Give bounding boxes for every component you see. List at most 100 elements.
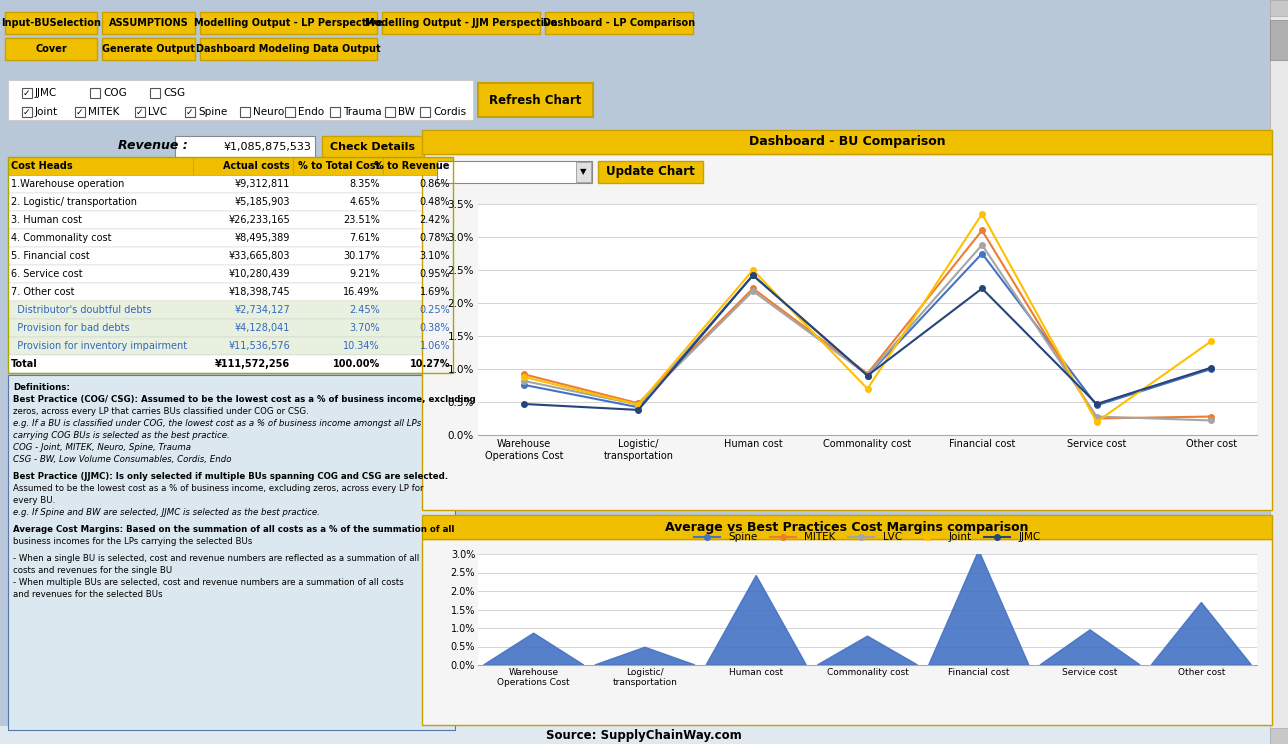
Joint: [746, 266, 761, 275]
Text: ✓: ✓: [23, 108, 31, 117]
Text: Definitions:: Definitions:: [13, 383, 70, 392]
Line: MITEK: MITEK: [522, 228, 1215, 421]
Bar: [8, 211, 453, 229]
MITEK: [974, 226, 989, 235]
Text: 2.42%: 2.42%: [420, 215, 450, 225]
Bar: [8, 355, 453, 373]
Text: 1.69%: 1.69%: [420, 287, 450, 297]
Text: Joint: Joint: [35, 107, 58, 117]
MITEK: [516, 370, 532, 379]
Bar: [8, 375, 455, 730]
JJMC: [974, 284, 989, 293]
Text: COG - Joint, MITEK, Neuro, Spine, Trauma: COG - Joint, MITEK, Neuro, Spine, Trauma: [13, 443, 191, 452]
Bar: [5, 12, 97, 34]
JJMC: [1088, 400, 1104, 408]
Spine: [746, 271, 761, 280]
Bar: [576, 162, 591, 182]
Bar: [422, 154, 1273, 510]
Text: 4.65%: 4.65%: [349, 197, 380, 207]
Text: e.g. If a BU is classified under COG, the lowest cost as a % of business income : e.g. If a BU is classified under COG, th…: [13, 419, 421, 428]
Bar: [8, 193, 453, 211]
Bar: [437, 161, 592, 183]
JJMC: [746, 271, 761, 280]
Joint: [631, 400, 647, 409]
Text: ¥26,233,165: ¥26,233,165: [228, 215, 290, 225]
Text: Update Chart: Update Chart: [607, 165, 694, 179]
Bar: [5, 38, 97, 60]
Text: zeros, across every LP that carries BUs classified under COG or CSG.: zeros, across every LP that carries BUs …: [13, 407, 309, 416]
Text: ¥2,734,127: ¥2,734,127: [234, 305, 290, 315]
Bar: [420, 107, 430, 117]
Text: ¥18,398,745: ¥18,398,745: [228, 287, 290, 297]
Text: BW: BW: [398, 107, 415, 117]
Text: 7. Other cost: 7. Other cost: [12, 287, 75, 297]
LVC: [746, 286, 761, 295]
Text: 4. Commonality cost: 4. Commonality cost: [12, 233, 112, 243]
Bar: [8, 283, 453, 301]
Text: CSG: CSG: [164, 88, 185, 98]
Text: Distributor's doubtful debts: Distributor's doubtful debts: [12, 305, 152, 315]
MITEK: [1088, 414, 1104, 423]
Text: 3. Human cost: 3. Human cost: [12, 215, 82, 225]
Text: Source: SupplyChainWay.com: Source: SupplyChainWay.com: [546, 728, 742, 742]
Bar: [422, 515, 1273, 539]
Bar: [1270, 0, 1288, 16]
MITEK: [746, 284, 761, 293]
Text: ▼: ▼: [580, 167, 586, 176]
Text: 3.70%: 3.70%: [349, 323, 380, 333]
Bar: [385, 107, 395, 117]
Text: Dashboard Modeling Data Output: Dashboard Modeling Data Output: [196, 44, 381, 54]
Text: 8.35%: 8.35%: [349, 179, 380, 189]
Bar: [185, 107, 194, 117]
Text: carrying COG BUs is selected as the best practice.: carrying COG BUs is selected as the best…: [13, 431, 229, 440]
Text: Check Details: Check Details: [331, 142, 416, 152]
Text: ¥33,665,803: ¥33,665,803: [228, 251, 290, 261]
Bar: [200, 38, 377, 60]
Bar: [8, 319, 453, 337]
Text: ✓: ✓: [185, 108, 193, 117]
Text: ¥11,536,576: ¥11,536,576: [228, 341, 290, 351]
Text: 0.25%: 0.25%: [420, 305, 450, 315]
Bar: [22, 88, 32, 98]
Spine: [974, 249, 989, 258]
Polygon shape: [1151, 603, 1252, 665]
Text: Dashboard - LP Comparison: Dashboard - LP Comparison: [544, 18, 696, 28]
Text: Generate Output: Generate Output: [102, 44, 194, 54]
LVC: [1203, 416, 1218, 425]
Text: Spine: Spine: [198, 107, 227, 117]
Bar: [478, 83, 592, 117]
Spine: [1088, 401, 1104, 410]
Text: Average Cost Margins: Based on the summation of all costs as a % of the summatio: Average Cost Margins: Based on the summa…: [13, 525, 455, 534]
Line: Spine: Spine: [522, 251, 1215, 410]
Text: Trauma: Trauma: [343, 107, 381, 117]
Bar: [8, 175, 453, 193]
Text: Best Practice (COG/ CSG): Assumed to be the lowest cost as a % of business incom: Best Practice (COG/ CSG): Assumed to be …: [13, 395, 475, 404]
Text: and revenues for the selected BUs: and revenues for the selected BUs: [13, 590, 162, 599]
Bar: [240, 107, 250, 117]
Text: 3.10%: 3.10%: [420, 251, 450, 261]
Bar: [8, 157, 453, 175]
Text: Modelling Output - LP Perspective: Modelling Output - LP Perspective: [194, 18, 383, 28]
Text: 16.49%: 16.49%: [344, 287, 380, 297]
Text: ¥111,572,256: ¥111,572,256: [215, 359, 290, 369]
Text: Input-BUSelection: Input-BUSelection: [1, 18, 100, 28]
Joint: [516, 373, 532, 382]
Text: Dashboard - BU Comparison: Dashboard - BU Comparison: [748, 135, 945, 149]
Bar: [1270, 728, 1288, 744]
Text: % to Revenue: % to Revenue: [375, 161, 450, 171]
Text: ¥9,312,811: ¥9,312,811: [234, 179, 290, 189]
Text: ¥8,495,389: ¥8,495,389: [234, 233, 290, 243]
Joint: [1203, 337, 1218, 346]
LVC: [974, 240, 989, 249]
Bar: [175, 136, 316, 158]
Bar: [75, 107, 85, 117]
Text: Cordis: Cordis: [433, 107, 466, 117]
Bar: [8, 80, 473, 120]
Line: JJMC: JJMC: [522, 272, 1215, 413]
Text: Endo: Endo: [298, 107, 325, 117]
Text: 0.95%: 0.95%: [420, 269, 450, 279]
Line: LVC: LVC: [522, 242, 1215, 423]
Text: Assumed to be the lowest cost as a % of business income, excluding zeros, across: Assumed to be the lowest cost as a % of …: [13, 484, 424, 493]
Bar: [8, 337, 453, 355]
Text: 30.17%: 30.17%: [343, 251, 380, 261]
